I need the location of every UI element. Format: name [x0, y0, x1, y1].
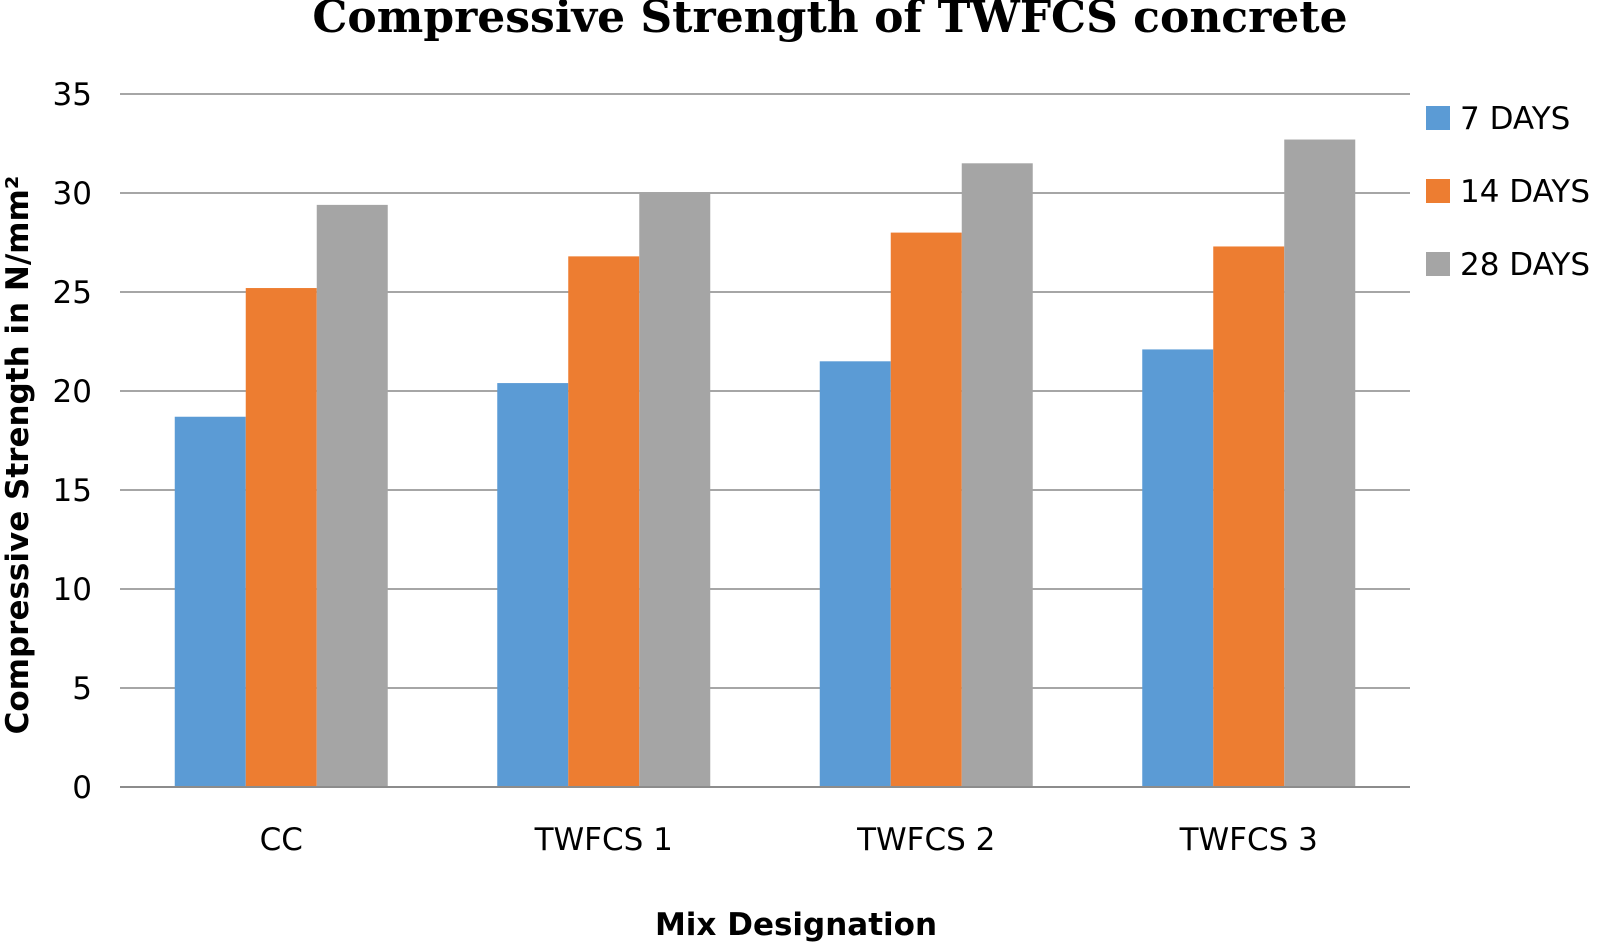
- bar-twfcs-1-7-days: [497, 383, 569, 787]
- legend: 7 DAYS 14 DAYS 28 DAYS: [1426, 101, 1590, 283]
- bar-twfcs-3-14-days: [1213, 246, 1285, 787]
- bar-twfcs-1-14-days: [568, 256, 640, 787]
- x-tick-label-cc: CC: [260, 822, 303, 858]
- bar-twfcs-3-7-days: [1142, 349, 1214, 787]
- legend-label-28-days: 28 DAYS: [1460, 247, 1590, 283]
- y-axis-tick-labels: 0 5 10 15 20 25 30 35: [53, 77, 92, 806]
- legend-swatch-28-days: [1426, 252, 1450, 276]
- x-tick-label-twfcs-2: TWFCS 2: [856, 822, 995, 858]
- bar-twfcs-1-28-days: [639, 193, 711, 787]
- y-tick-label-20: 20: [53, 374, 92, 410]
- y-tick-label-25: 25: [53, 275, 92, 311]
- bar-cc-14-days: [245, 288, 317, 787]
- y-tick-label-10: 10: [53, 572, 92, 608]
- bars: [174, 139, 1356, 788]
- legend-label-14-days: 14 DAYS: [1460, 174, 1590, 210]
- bar-twfcs-2-7-days: [819, 361, 891, 787]
- bar-twfcs-2-14-days: [890, 232, 962, 788]
- y-tick-label-35: 35: [53, 77, 92, 113]
- y-tick-label-15: 15: [53, 473, 92, 509]
- bar-twfcs-3-28-days: [1284, 139, 1356, 788]
- y-tick-label-0: 0: [72, 770, 92, 806]
- x-tick-label-twfcs-1: TWFCS 1: [534, 822, 673, 858]
- y-tick-label-5: 5: [72, 671, 92, 707]
- legend-label-7-days: 7 DAYS: [1460, 101, 1570, 137]
- legend-swatch-7-days: [1426, 106, 1450, 130]
- y-tick-label-30: 30: [53, 176, 92, 212]
- y-axis-label: Compressive Strength in N/mm²: [0, 176, 36, 735]
- bar-twfcs-2-28-days: [961, 163, 1033, 788]
- chart-title: Compressive Strength of TWFCS concrete: [312, 0, 1347, 43]
- bar-cc-28-days: [316, 204, 388, 787]
- bar-cc-7-days: [174, 416, 246, 787]
- x-tick-label-twfcs-3: TWFCS 3: [1179, 822, 1318, 858]
- x-axis-label: Mix Designation: [655, 907, 937, 943]
- x-axis-tick-labels: CC TWFCS 1 TWFCS 2 TWFCS 3: [260, 822, 1318, 858]
- legend-swatch-14-days: [1426, 179, 1450, 203]
